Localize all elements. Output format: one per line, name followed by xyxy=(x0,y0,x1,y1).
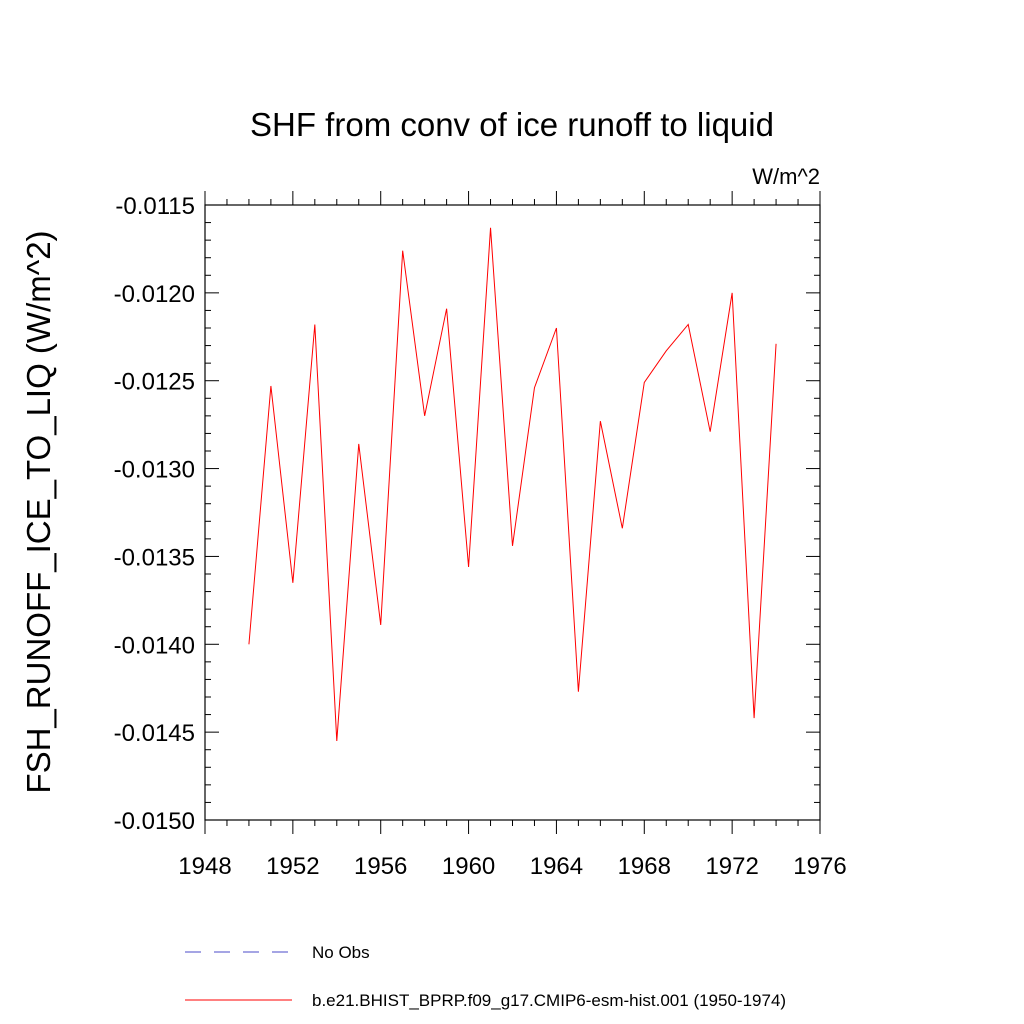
series-line xyxy=(248,227,777,741)
y-axis-label: FSH_RUNOFF_ICE_TO_LIQ (W/m^2) xyxy=(20,230,57,793)
y-tick-label: -0.0145 xyxy=(114,720,195,747)
chart-title: SHF from conv of ice runoff to liquid xyxy=(250,106,774,143)
legend: No Obs b.e21.BHIST_BPRP.f09_g17.CMIP6-esm… xyxy=(185,943,786,1010)
legend-label: No Obs xyxy=(312,943,370,962)
x-tick-label: 1956 xyxy=(354,853,407,880)
axis-tick-labels: 1948 1952 1956 1960 1964 1968 1972 1976 -0.0115 -… xyxy=(114,193,847,880)
y-tick-label: -0.0150 xyxy=(114,808,195,835)
y-tick-label: -0.0125 xyxy=(114,369,195,396)
x-tick-label: 1960 xyxy=(442,853,495,880)
units-label: W/m^2 xyxy=(752,164,820,189)
x-tick-label: 1948 xyxy=(178,853,231,880)
plot-frame xyxy=(204,204,821,821)
x-tick-label: 1976 xyxy=(793,853,846,880)
x-tick-label: 1968 xyxy=(618,853,671,880)
legend-label: b.e21.BHIST_BPRP.f09_g17.CMIP6-esm-hist.… xyxy=(312,991,786,1010)
x-tick-label: 1972 xyxy=(705,853,758,880)
series-lines xyxy=(248,227,777,741)
y-tick-label: -0.0140 xyxy=(114,632,195,659)
y-tick-label: -0.0135 xyxy=(114,544,195,571)
y-tick-label: -0.0115 xyxy=(115,193,195,220)
x-tick-label: 1964 xyxy=(530,853,583,880)
axis-ticks xyxy=(204,191,821,834)
x-tick-label: 1952 xyxy=(266,853,319,880)
y-tick-label: -0.0120 xyxy=(114,281,195,308)
y-tick-label: -0.0130 xyxy=(114,457,195,484)
